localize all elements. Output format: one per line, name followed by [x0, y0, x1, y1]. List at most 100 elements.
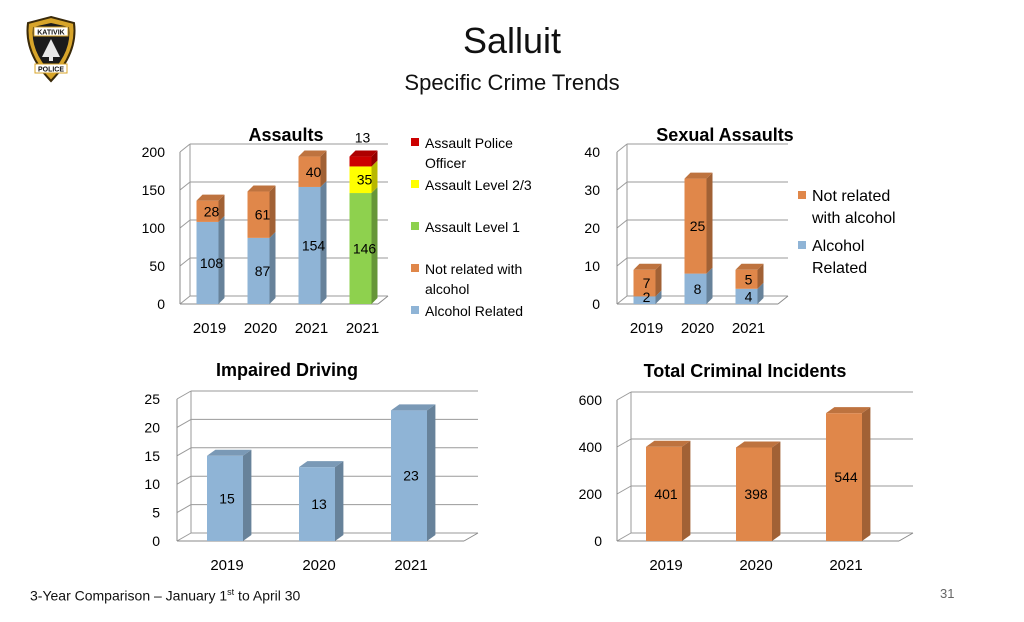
assaults-bar-side	[371, 187, 378, 304]
footer-caption: 3-Year Comparison – January 1st to April…	[30, 587, 300, 604]
assaults-legend-swatch	[411, 222, 419, 230]
sexual-grid-depth-line	[616, 143, 628, 153]
sexual-data-label: 2	[643, 289, 651, 305]
total-chart-title: Total Criminal Incidents	[644, 361, 847, 381]
total-grid-depth-line	[616, 438, 632, 448]
impaired-ytick-label: 15	[144, 448, 160, 464]
page-subtitle: Specific Crime Trends	[404, 70, 620, 95]
impaired-data-label: 15	[219, 490, 235, 506]
total-chart: Total Criminal Incidents 0 200 400 600 401 201…	[579, 361, 914, 574]
impaired-data-label: 23	[403, 468, 419, 484]
total-bar-top	[646, 440, 691, 447]
assaults-data-label: 35	[357, 172, 373, 188]
sexual-bar-top	[684, 172, 713, 179]
total-grid-depth-line	[616, 532, 632, 542]
assaults-legend-swatch	[411, 138, 419, 146]
total-bar-side	[682, 440, 691, 541]
assaults-data-label: 13	[355, 130, 371, 146]
sexual-xtick-label: 2021	[732, 320, 765, 337]
assaults-data-label: 28	[204, 203, 220, 219]
assaults-bar-segment	[196, 200, 219, 222]
sexual-bar-segment	[735, 269, 758, 289]
assaults-bar-segment	[349, 156, 372, 167]
impaired-ytick-label: 25	[144, 391, 160, 407]
total-ytick-label: 600	[579, 392, 603, 408]
sexual-legend-swatch	[798, 241, 806, 249]
total-bar-top	[736, 441, 781, 448]
total-ytick-label: 200	[579, 486, 603, 502]
impaired-ytick-label: 0	[152, 533, 160, 549]
assaults-legend-label: Alcohol Related	[425, 303, 523, 319]
assaults-bar-side	[371, 150, 378, 167]
impaired-bar-side	[427, 404, 436, 541]
total-floor-edge	[898, 532, 914, 542]
assaults-bar-top	[349, 150, 378, 157]
assaults-legend-label: Assault Level 2/3	[425, 177, 532, 193]
assaults-data-label: 154	[302, 237, 326, 253]
impaired-bar-top	[299, 461, 344, 468]
logo-text-bottom: POLICE	[38, 67, 64, 74]
assaults-chart: Assaults 0 50 100 150 200 108 28 2019 87 61 2020 154…	[142, 125, 532, 337]
assaults-data-label: 108	[200, 255, 224, 271]
assaults-grid-depth-line	[179, 181, 191, 191]
sexual-bar-segment	[684, 273, 707, 304]
assaults-bar-segment	[196, 221, 219, 304]
impaired-ytick-label: 10	[144, 476, 160, 492]
assaults-grid-depth-line	[179, 257, 191, 267]
total-grid-depth-line	[616, 391, 632, 401]
total-bar-segment	[646, 446, 682, 541]
assaults-xtick-label: 2020	[244, 320, 277, 337]
total-xtick-label: 2020	[739, 557, 772, 574]
sexual-data-label: 7	[643, 275, 651, 291]
impaired-xtick-label: 2021	[394, 557, 427, 574]
assaults-grid-depth-line	[179, 219, 191, 229]
impaired-chart: Impaired Driving 0 5 10 15 20 25 15 2019 13 2020 23…	[144, 360, 479, 574]
total-bar-segment	[736, 447, 772, 541]
assaults-bar-side	[371, 160, 378, 194]
footer-text-before: 3-Year Comparison – January 1	[30, 587, 228, 604]
assaults-legend-swatch	[411, 180, 419, 188]
impaired-grid-depth-line	[176, 504, 192, 514]
impaired-chart-title: Impaired Driving	[216, 360, 358, 380]
total-grid-depth-line	[616, 485, 632, 495]
impaired-grid-depth-line	[176, 475, 192, 485]
sexual-floor-edge	[777, 295, 789, 305]
assaults-ytick-label: 50	[149, 258, 165, 274]
total-xtick-label: 2021	[829, 557, 862, 574]
sexual-grid-depth-line	[616, 257, 628, 267]
impaired-bar-segment	[299, 467, 335, 541]
assaults-data-label: 61	[255, 207, 271, 223]
sexual-bar-segment	[633, 269, 656, 297]
total-data-label: 544	[834, 469, 858, 485]
sexual-data-label: 25	[690, 218, 706, 234]
impaired-xtick-label: 2020	[302, 557, 335, 574]
sexual-xtick-label: 2020	[681, 320, 714, 337]
sexual-bar-side	[757, 282, 764, 304]
sexual-bar-top	[735, 263, 764, 270]
assaults-data-label: 87	[255, 263, 271, 279]
sexual-grid-depth-line	[616, 219, 628, 229]
assaults-grid-depth-line	[179, 295, 191, 305]
assaults-data-label: 40	[306, 164, 322, 180]
sexual-data-label: 5	[745, 271, 753, 287]
assaults-bar-segment	[247, 191, 270, 238]
total-bar-side	[862, 407, 871, 541]
sexual-legend-swatch	[798, 191, 806, 199]
sexual-data-label: 4	[745, 288, 753, 304]
impaired-bar-segment	[207, 455, 243, 541]
assaults-bar-side	[218, 194, 225, 222]
assaults-xtick-label: 2021	[346, 320, 379, 337]
assaults-legend-label: Assault Level 1	[425, 219, 520, 235]
sexual-bar-side	[655, 263, 662, 297]
sexual-bar-side	[706, 172, 713, 274]
assaults-ytick-label: 150	[142, 182, 166, 198]
assaults-legend-swatch	[411, 306, 419, 314]
impaired-xtick-label: 2019	[210, 557, 243, 574]
page-title: Salluit	[462, 20, 562, 61]
sexual-legend-label: Not related with alcohol	[811, 188, 896, 227]
impaired-bar-top	[207, 449, 252, 456]
sexual-legend-label: Alcohol Related	[812, 238, 867, 277]
impaired-grid-depth-line	[176, 390, 192, 400]
footer-superscript: st	[227, 587, 235, 597]
assaults-floor-edge	[377, 295, 389, 305]
